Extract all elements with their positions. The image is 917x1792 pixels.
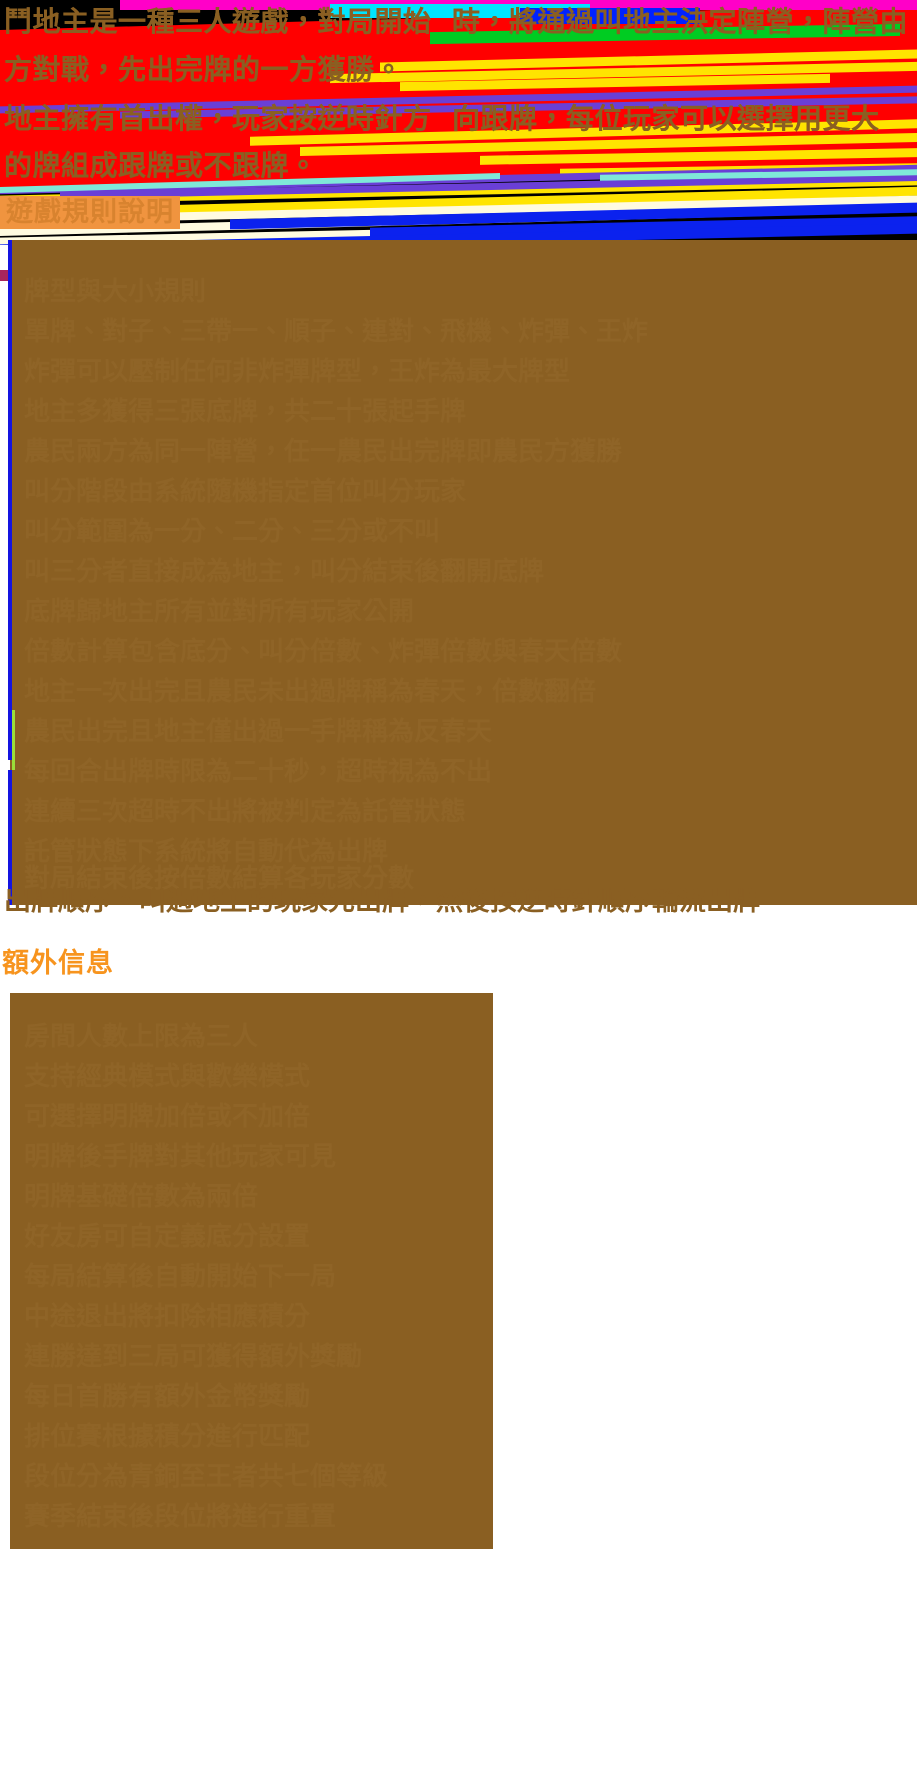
rules-body-block: 牌型與大小規則 單牌、對子、三帶一、順子、連對、飛機、炸彈、王炸 炸彈可以壓制任…	[10, 240, 917, 905]
ghost-text-line: 農民出完且地主僅出過一手牌稱為反春天	[24, 716, 493, 746]
ghost-text-line: 每局結算後自動開始下一局	[24, 1261, 337, 1291]
ghost-text-line: 房間人數上限為三人	[24, 1021, 259, 1051]
ghost-text-line: 明牌後手牌對其他玩家可見	[24, 1141, 337, 1171]
ghost-text-line: 對局結束後按倍數結算各玩家分數	[24, 863, 415, 893]
intro-line-4-left: 的牌組成跟牌或不跟牌。	[4, 150, 318, 181]
ghost-text-line: 農民兩方為同一陣營，任一農民出完牌即農民方獲勝	[24, 436, 623, 466]
ghost-text-line: 好友房可自定義底分設置	[24, 1221, 311, 1251]
intro-line-3-right: 向跟牌，每位玩家可以選擇用更大	[452, 103, 880, 134]
glitch-edge-blue	[8, 240, 12, 760]
ghost-text-line: 連勝達到三局可獲得額外獎勵	[24, 1341, 363, 1371]
ghost-text-line: 排位賽根據積分進行匹配	[24, 1421, 311, 1451]
ghost-text-line: 單牌、對子、三帶一、順子、連對、飛機、炸彈、王炸	[24, 316, 649, 346]
ghost-text-line: 中途退出將扣除相應積分	[24, 1301, 311, 1331]
section-heading-extra-info: 額外信息	[2, 948, 114, 978]
glitch-edge-blue	[8, 770, 12, 905]
ghost-text-line: 牌型與大小規則	[24, 276, 207, 306]
ghost-text-line: 叫三分者直接成為地主，叫分結束後翻開底牌	[24, 556, 545, 586]
ghost-text-line: 叫分範圍為一分、二分、三分或不叫	[24, 516, 441, 546]
ghost-text-line: 連續三次超時不出將被判定為託管狀態	[24, 796, 467, 826]
intro-line-1-left: 鬥地主是一種三人遊戲，對局開始	[4, 6, 432, 37]
intro-line-1-right: 時，將通過叫地主決定陣營，陣營由	[452, 6, 909, 37]
ghost-text-line: 託管狀態下系統將自動代為出牌	[24, 836, 389, 866]
ghost-text-line: 倍數計算包含底分、叫分倍數、炸彈倍數與春天倍數	[24, 636, 623, 666]
ghost-text-line: 炸彈可以壓制任何非炸彈牌型，王炸為最大牌型	[24, 356, 571, 386]
intro-line-3-left: 地主擁有首出權，玩家按逆時針方	[4, 103, 432, 134]
ghost-text-line: 明牌基礎倍數為兩倍	[24, 1181, 259, 1211]
section-heading-rules: 遊戲規則說明	[0, 196, 180, 229]
ghost-text-line: 底牌歸地主所有並對所有玩家公開	[24, 596, 415, 626]
ghost-text-line: 支持經典模式與歡樂模式	[24, 1061, 311, 1091]
ghost-text-line: 賽季結束後段位將進行重置	[24, 1501, 337, 1531]
ghost-text-line: 段位分為青銅至王者共七個等級	[24, 1461, 389, 1491]
ghost-text-line: 可選擇明牌加倍或不加倍	[24, 1101, 311, 1131]
ghost-text-line: 地主一次出完且農民未出過牌稱為春天，倍數翻倍	[24, 676, 597, 706]
intro-line-2-left: 方對戰，先出完牌的一方獲勝。	[4, 54, 404, 85]
order-clipped-line: 出牌順序。叫過地主的玩家先出牌，然後按逆時針順序輪流出牌	[4, 888, 760, 916]
extra-info-body-block: 房間人數上限為三人 支持經典模式與歡樂模式 可選擇明牌加倍或不加倍 明牌後手牌對…	[10, 993, 493, 1549]
glitch-edge-green	[12, 710, 15, 770]
ghost-text-line: 叫分階段由系統隨機指定首位叫分玩家	[24, 476, 467, 506]
intro-paragraph-region: 鬥地主是一種三人遊戲，對局開始 時，將通過叫地主決定陣營，陣營由 方對戰，先出完…	[0, 0, 917, 245]
glitch-band-blue	[520, 8, 700, 24]
ghost-text-line: 地主多獲得三張底牌，共二十張起手牌	[24, 396, 467, 426]
ghost-text-line: 每回合出牌時限為二十秒，超時視為不出	[24, 756, 493, 786]
ghost-text-line: 每日首勝有額外金幣獎勵	[24, 1381, 311, 1411]
